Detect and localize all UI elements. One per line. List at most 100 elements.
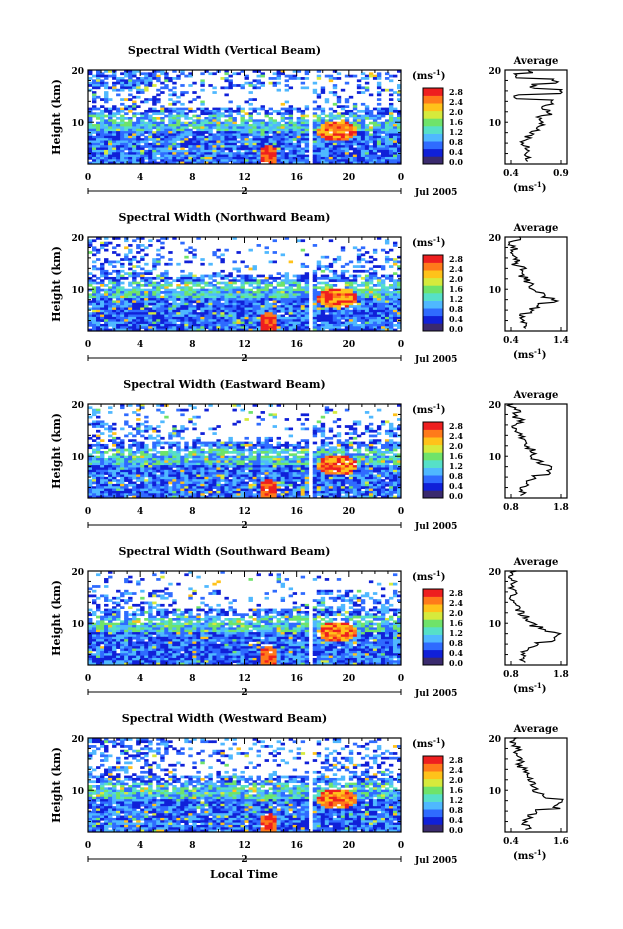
heatmap-cell — [360, 135, 366, 139]
heatmap-cell — [244, 448, 249, 452]
heatmap-cell — [144, 100, 149, 104]
heatmap-cell — [188, 107, 193, 111]
heatmap-cell — [360, 323, 366, 327]
heatmap-cell — [268, 305, 273, 308]
heatmap-cell — [180, 312, 185, 315]
heatmap-cell — [248, 281, 253, 285]
heatmap-cell — [396, 281, 402, 285]
heatmap-cell — [120, 305, 125, 308]
heatmap-cell — [356, 258, 362, 261]
heatmap-cell — [364, 128, 370, 132]
heatmap-cell — [244, 77, 249, 80]
heatmap-cell — [148, 319, 153, 322]
panel-2: Spectral Width (Northward Beam)1020Heigh… — [50, 211, 569, 365]
heatmap-cell — [176, 316, 181, 320]
heatmap-cell — [228, 74, 233, 78]
heatmap-cell — [236, 107, 241, 111]
heatmap-cell — [132, 154, 137, 158]
heatmap-cell — [220, 131, 225, 134]
heatmap-cell — [376, 133, 382, 137]
heatmap-cell — [176, 302, 181, 306]
heatmap-cell — [304, 439, 310, 442]
heatmap-cell — [152, 121, 157, 125]
heatmap-cell — [164, 269, 169, 273]
date-label: Jul 2005 — [414, 355, 457, 365]
heatmap-cell — [356, 142, 362, 146]
heatmap-cell — [172, 147, 177, 151]
heatmap-cell — [288, 145, 294, 148]
heatmap-cell — [300, 128, 306, 132]
heatmap-cell — [336, 305, 342, 308]
heatmap-cell — [116, 131, 121, 134]
heatmap-cell — [188, 316, 193, 320]
heatmap-cell — [152, 288, 157, 292]
average-x-tick-label: 0.4 — [503, 169, 519, 179]
heatmap-cell — [140, 72, 145, 76]
heatmap-cell — [108, 455, 113, 459]
heatmap-cell — [132, 79, 137, 83]
heatmap-cell — [256, 147, 261, 151]
heatmap-cell — [96, 321, 101, 325]
heatmap-cell — [96, 267, 101, 271]
heatmap-cell — [156, 302, 161, 306]
heatmap-cell — [248, 293, 253, 297]
heatmap-cell — [352, 432, 358, 435]
heatmap-cell — [324, 281, 330, 285]
heatmap-cell — [260, 326, 265, 330]
heatmap-cell — [336, 432, 342, 435]
heatmap-cell — [152, 429, 157, 433]
heatmap-cell — [224, 298, 229, 301]
heatmap-cell — [376, 316, 382, 320]
heatmap-cell — [296, 109, 302, 113]
heatmap-cell — [124, 121, 129, 125]
heatmap-cell — [172, 149, 177, 153]
heatmap-cell — [356, 312, 362, 315]
heatmap-cell — [120, 302, 125, 306]
heatmap-cell — [100, 84, 105, 87]
heatmap-cell — [256, 415, 261, 419]
heatmap-cell — [128, 291, 133, 294]
heatmap-cell — [396, 145, 402, 148]
heatmap-cell — [336, 279, 342, 283]
heatmap-cell — [284, 323, 290, 327]
heatmap-cell — [244, 314, 249, 318]
heatmap-cell — [300, 328, 306, 332]
heatmap-cell — [376, 107, 382, 111]
heatmap-cell — [260, 121, 265, 125]
heatmap-cell — [372, 138, 378, 141]
heatmap-cell — [128, 159, 133, 163]
heatmap-cell — [224, 276, 229, 280]
heatmap-cell — [152, 448, 157, 452]
heatmap-cell — [176, 276, 181, 280]
heatmap-cell — [220, 159, 225, 163]
heatmap-cell — [224, 93, 229, 97]
heatmap-cell — [96, 138, 101, 141]
heatmap-cell — [92, 439, 97, 442]
heatmap-cell — [256, 312, 261, 315]
heatmap-cell — [176, 284, 181, 287]
heatmap-cell — [320, 138, 326, 141]
heatmap-cell — [132, 427, 137, 431]
heatmap-cell — [388, 98, 394, 101]
heatmap-cell — [224, 312, 229, 315]
heatmap-cell — [304, 107, 310, 111]
heatmap-cell — [316, 260, 322, 264]
heatmap-cell — [108, 319, 113, 322]
heatmap-cell — [96, 121, 101, 125]
heatmap-cell — [288, 434, 294, 438]
heatmap-cell — [220, 152, 225, 155]
heatmap-cell — [92, 302, 97, 306]
heatmap-cell — [104, 307, 109, 311]
heatmap-cell — [288, 119, 294, 123]
heatmap-cell — [292, 302, 298, 306]
heatmap-cell — [104, 152, 109, 155]
heatmap-cell — [304, 446, 310, 450]
heatmap-cell — [268, 156, 273, 160]
heatmap-cell — [184, 305, 189, 308]
heatmap-cell — [260, 314, 265, 318]
heatmap-cell — [280, 451, 286, 454]
heatmap-cell — [168, 131, 173, 134]
heatmap-cell — [92, 248, 97, 252]
heatmap-cell — [164, 312, 169, 315]
heatmap-cell — [164, 138, 169, 141]
